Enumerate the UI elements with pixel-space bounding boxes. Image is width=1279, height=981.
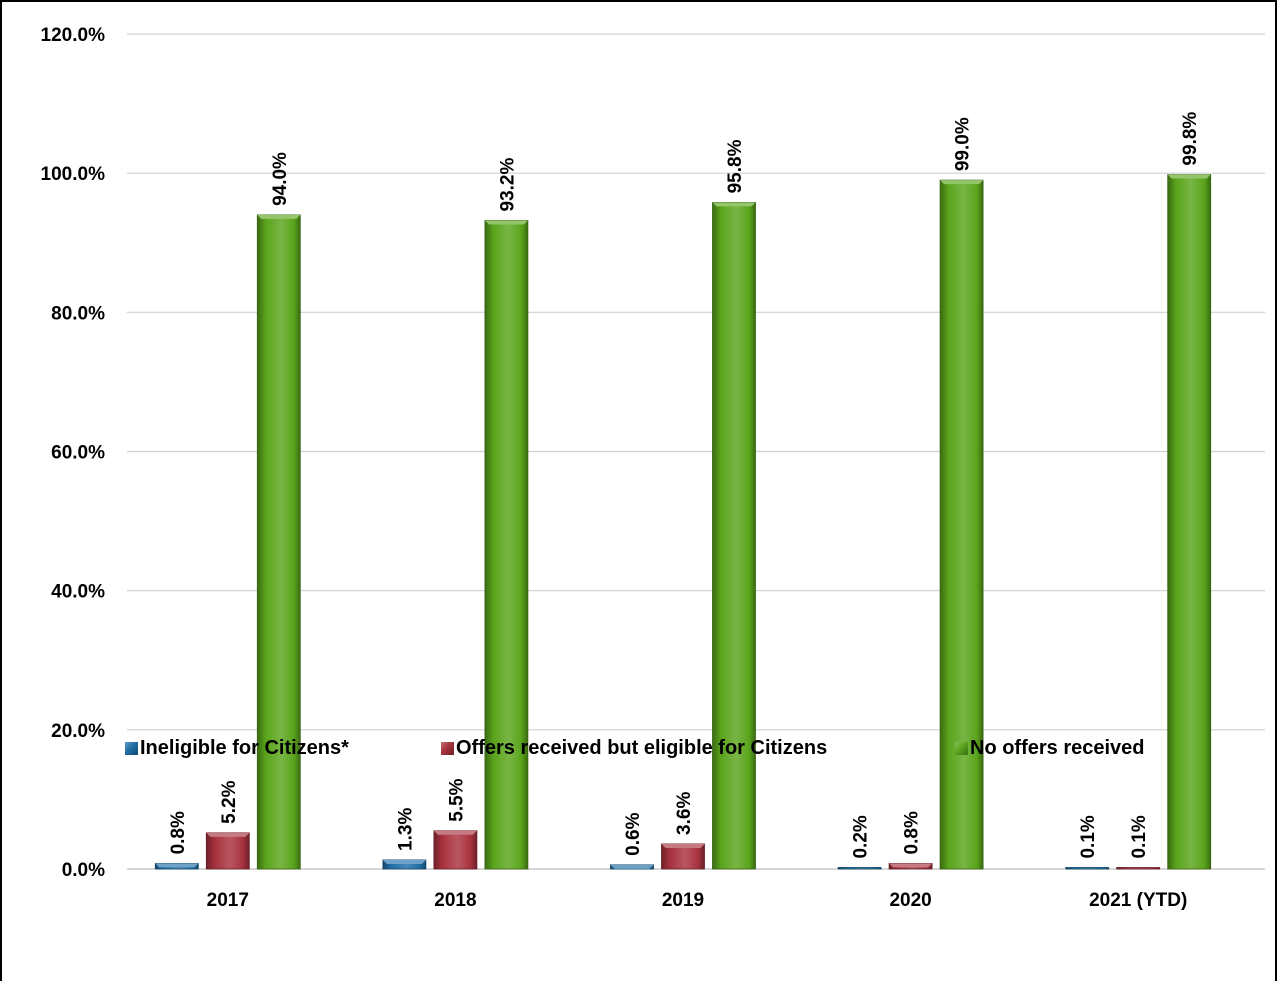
legend-swatch	[125, 742, 138, 755]
data-label: 95.8%	[725, 139, 746, 193]
legend-item: Ineligible for Citizens*	[125, 737, 349, 760]
data-label: 0.8%	[902, 811, 923, 854]
legend-label: Ineligible for Citizens*	[140, 737, 349, 759]
bar-bevel	[940, 180, 984, 185]
bar-bevel	[1167, 174, 1211, 179]
bar	[205, 832, 250, 870]
x-category-label: 2021 (YTD)	[1089, 890, 1187, 911]
data-label: 5.2%	[219, 780, 240, 823]
bar	[1167, 174, 1212, 870]
bar-bevel	[484, 220, 528, 225]
bar	[433, 830, 478, 870]
legend-item: No offers received	[955, 737, 1145, 760]
y-tick-label: 20.0%	[51, 721, 105, 742]
bar	[1065, 867, 1110, 870]
data-label: 0.6%	[623, 812, 644, 855]
y-tick-label: 120.0%	[41, 25, 106, 46]
data-label: 5.5%	[446, 778, 467, 821]
bar-bevel	[155, 863, 199, 868]
y-tick-label: 40.0%	[51, 582, 105, 603]
x-category-label: 2020	[889, 890, 931, 911]
y-tick-label: 60.0%	[51, 443, 105, 464]
bar-bevel	[610, 864, 654, 869]
bar-bevel	[712, 202, 756, 207]
legend-item: Offers received but eligible for Citizen…	[441, 737, 827, 760]
bar	[484, 220, 529, 870]
bar-bevel	[206, 832, 250, 837]
legend-swatch	[441, 742, 454, 755]
data-label: 1.3%	[395, 808, 416, 851]
bar	[939, 179, 984, 870]
bar-bevel	[433, 830, 477, 835]
data-label: 0.8%	[168, 811, 189, 854]
x-category-label: 2018	[434, 890, 476, 911]
legend-label: No offers received	[970, 737, 1145, 759]
bar-bevel	[382, 859, 426, 864]
y-tick-label: 100.0%	[41, 164, 106, 185]
data-label: 3.6%	[674, 792, 695, 835]
y-tick-label: 80.0%	[51, 303, 105, 324]
bar	[256, 214, 301, 870]
data-label: 94.0%	[270, 152, 291, 206]
bar-bevel	[661, 843, 705, 848]
bar-bevel	[257, 214, 301, 219]
y-tick-label: 0.0%	[62, 860, 105, 881]
data-label: 99.8%	[1180, 112, 1201, 166]
bar	[837, 867, 882, 870]
legend-label: Offers received but eligible for Citizen…	[456, 737, 828, 759]
bar	[1116, 867, 1161, 870]
data-label: 0.2%	[851, 815, 872, 858]
data-label: 0.1%	[1129, 815, 1150, 858]
data-label: 0.1%	[1078, 815, 1099, 858]
bar	[712, 201, 756, 870]
data-label: 99.0%	[953, 117, 974, 171]
bar-bevel	[889, 863, 933, 868]
x-category-label: 2019	[662, 890, 704, 911]
data-label: 93.2%	[497, 158, 518, 212]
legend-swatch	[955, 742, 968, 755]
x-category-label: 2017	[207, 890, 249, 911]
chart-legend: Ineligible for Citizens* Offers received …	[0, 737, 1279, 763]
